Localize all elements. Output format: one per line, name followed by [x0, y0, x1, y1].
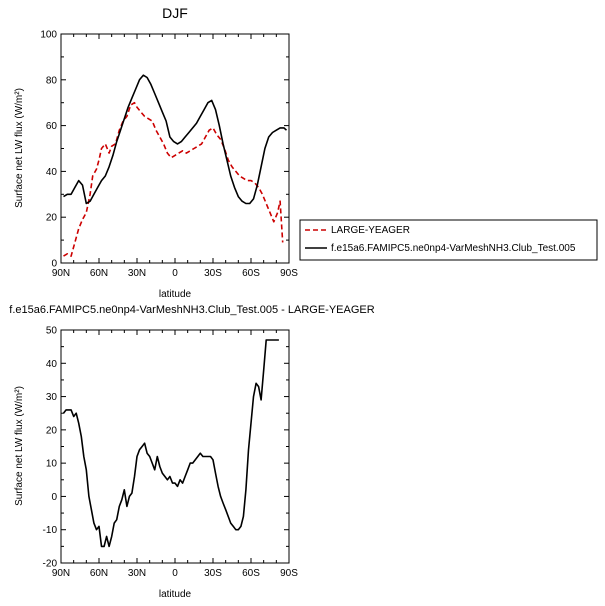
x-tick-label: 30S [204, 268, 222, 279]
y-tick-label: 10 [46, 459, 58, 470]
x-tick-label: 30N [128, 268, 146, 279]
bottom-chart-title: f.e15a6.FAMIPC5.ne0np4-VarMeshNH3.Club_T… [9, 304, 374, 316]
x-tick-label: 30N [128, 568, 146, 579]
y-tick-label: -20 [43, 559, 58, 570]
y-tick-label: 20 [46, 213, 58, 224]
plot-frame-0 [60, 33, 290, 264]
y-tick-label: 0 [51, 259, 57, 270]
top-y-axis-label: Surface net LW flux (W/m²) [14, 88, 25, 208]
y-tick-label: 20 [46, 425, 58, 436]
x-tick-label: 0 [172, 568, 178, 579]
bottom-y-axis-label: Surface net LW flux (W/m²) [14, 386, 25, 506]
bottom-panel: f.e15a6.FAMIPC5.ne0np4-VarMeshNH3.Club_T… [9, 304, 374, 600]
x-tick-label: 60N [90, 568, 108, 579]
top-panel: DJF 90N 60N 30N 0 30S 60S 90S 0 20 40 60 80 100 lati… [14, 5, 298, 300]
legend-box [299, 219, 598, 261]
legend-label-large-yeager: LARGE-YEAGER [331, 225, 410, 236]
bottom-plot-area: 90N 60N 30N 0 30S 60S 90S -20 -10 0 10 20 30 40 50 [43, 326, 299, 580]
y-tick-label: 0 [51, 492, 57, 503]
legend: LARGE-YEAGER f.e15a6.FAMIPC5.ne0np4-VarM… [299, 219, 598, 261]
top-plot-area: 90N 60N 30N 0 30S 60S 90S 0 20 40 60 80 100 [40, 30, 298, 280]
top-x-axis-label: latitude [159, 289, 192, 300]
y-tick-label: 40 [46, 359, 58, 370]
x-tick-label: 60S [242, 268, 260, 279]
series-line-0-1 [63, 74, 288, 205]
x-tick-label: 60S [242, 568, 260, 579]
x-tick-label: 0 [172, 268, 178, 279]
x-tick-label: 90N [52, 568, 70, 579]
legend-label-model: f.e15a6.FAMIPC5.ne0np4-VarMeshNH3.Club_T… [331, 243, 576, 254]
series-line-1-0 [62, 339, 279, 548]
y-tick-label: 50 [46, 326, 58, 337]
y-tick-label: 30 [46, 392, 58, 403]
x-tick-label: 30S [204, 568, 222, 579]
x-tick-label: 90S [280, 268, 298, 279]
series-line-0-0 [63, 101, 284, 257]
y-tick-label: 100 [40, 30, 57, 41]
y-tick-label: -10 [43, 525, 58, 536]
x-tick-label: 90S [280, 568, 298, 579]
y-tick-label: 80 [46, 75, 58, 86]
x-tick-label: 90N [52, 268, 70, 279]
x-tick-label: 60N [90, 268, 108, 279]
y-tick-label: 40 [46, 167, 58, 178]
top-chart-title: DJF [162, 5, 188, 21]
bottom-x-axis-label: latitude [159, 589, 192, 600]
y-tick-label: 60 [46, 121, 58, 132]
